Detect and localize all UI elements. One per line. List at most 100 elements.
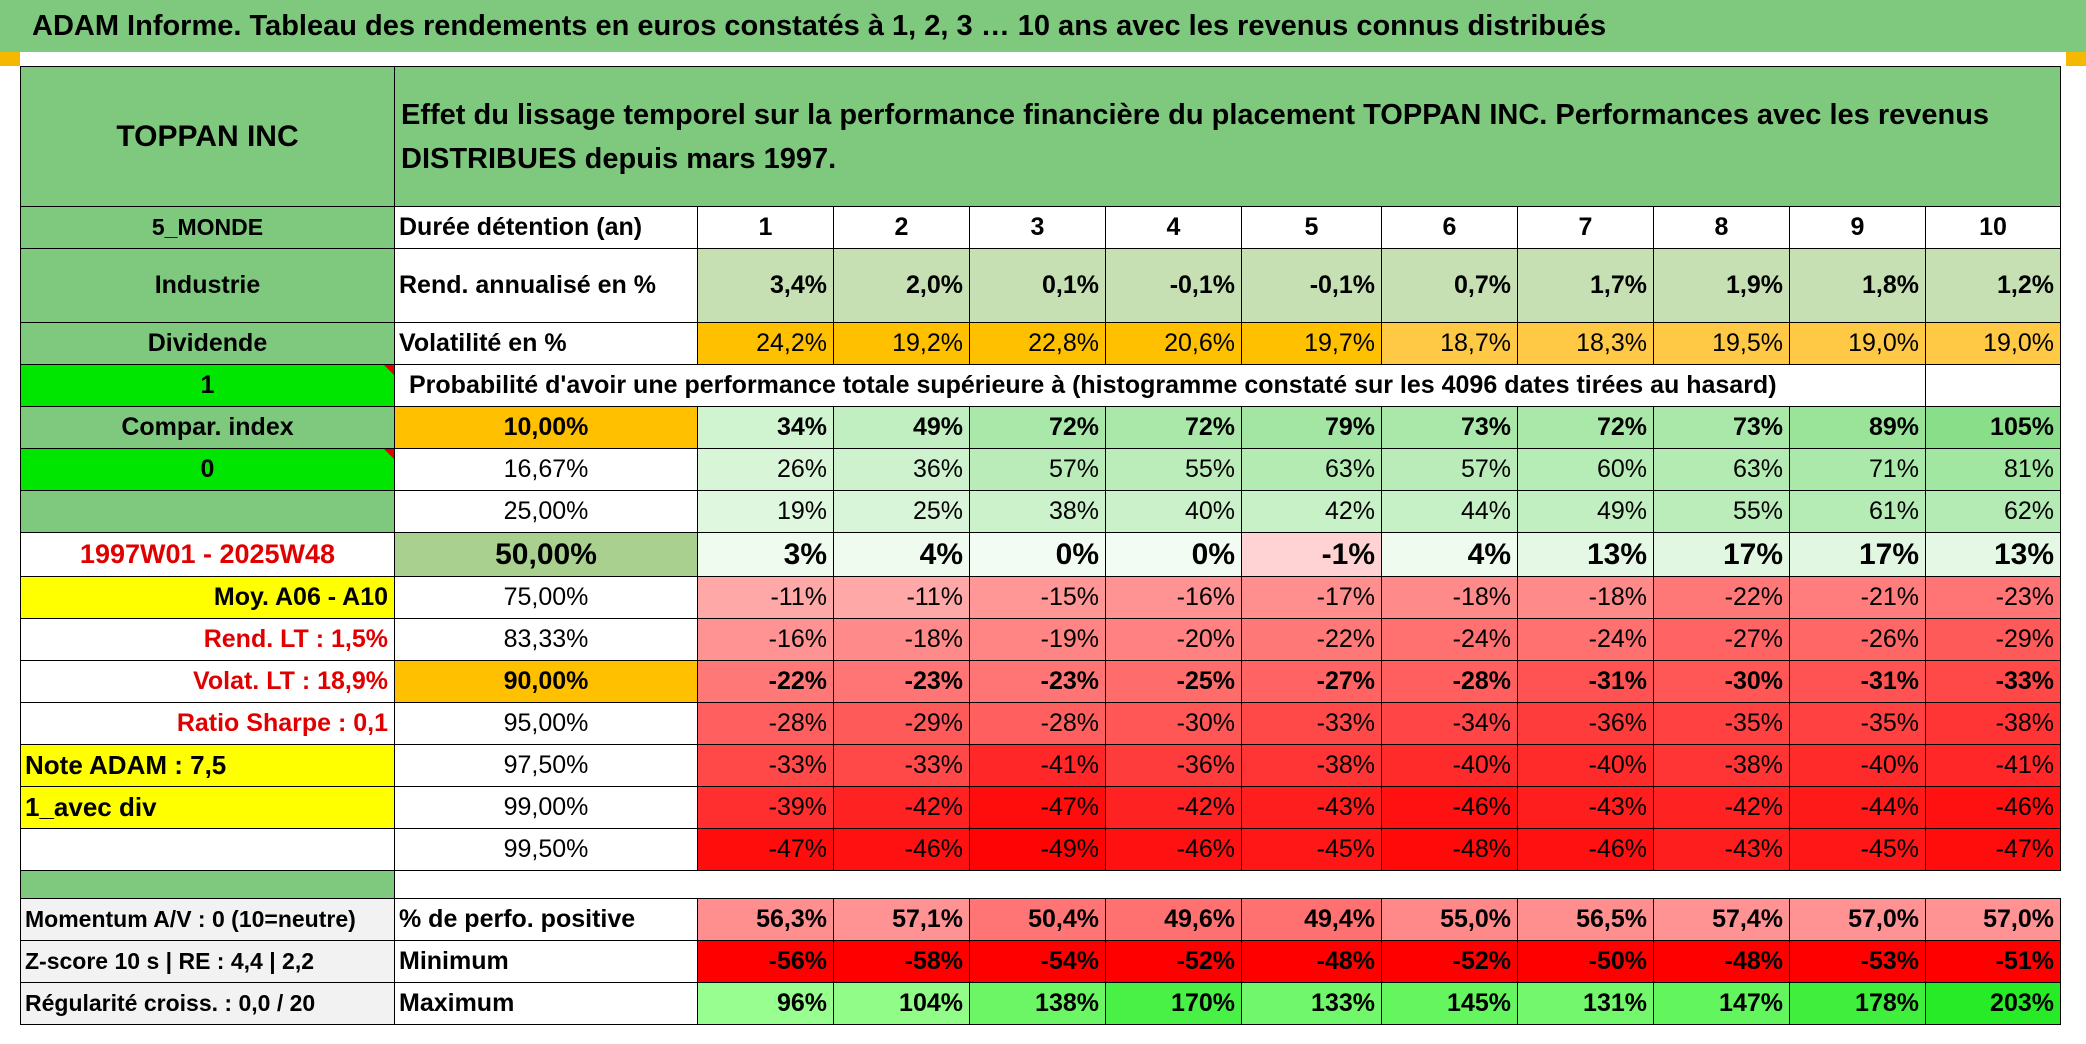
quantile-value: 40% bbox=[1105, 490, 1242, 533]
year-header: 7 bbox=[1517, 206, 1654, 249]
quantile-value: -29% bbox=[1925, 618, 2061, 661]
quantile-value: -1% bbox=[1241, 532, 1382, 577]
quantile-value: 63% bbox=[1241, 448, 1382, 491]
stats-value: 56,5% bbox=[1517, 898, 1654, 941]
quantile-value: -43% bbox=[1517, 786, 1654, 829]
quantile-value: -16% bbox=[697, 618, 834, 661]
spacer-row bbox=[20, 870, 2061, 899]
quantile-value: -46% bbox=[1925, 786, 2061, 829]
blank-cell bbox=[20, 828, 395, 871]
quantile-value: -28% bbox=[969, 702, 1106, 745]
quantile-value: -42% bbox=[1105, 786, 1242, 829]
quantile-value: 13% bbox=[1925, 532, 2061, 577]
note-label: Note ADAM : 7,5 bbox=[20, 744, 395, 787]
quantile-value: -23% bbox=[833, 660, 970, 703]
quantile-value: -35% bbox=[1789, 702, 1926, 745]
quantile-pct: 99,00% bbox=[394, 786, 698, 829]
year-header: 9 bbox=[1789, 206, 1926, 249]
quantile-value: -17% bbox=[1241, 576, 1382, 619]
quantile-row: 99,50% -47% -46% -49% -46% -45% -48% -46% -43% -4… bbox=[20, 828, 2061, 871]
rend-value: 1,9% bbox=[1653, 248, 1790, 323]
spacer-cell bbox=[394, 870, 2061, 899]
quantile-value: -44% bbox=[1789, 786, 1926, 829]
compar-label: Compar. index bbox=[20, 406, 395, 449]
stats-value: 57,1% bbox=[833, 898, 970, 941]
quantile-value: -22% bbox=[1241, 618, 1382, 661]
duree-label: Durée détention (an) bbox=[394, 206, 698, 249]
quantile-value: -24% bbox=[1517, 618, 1654, 661]
quantile-pct: 97,50% bbox=[394, 744, 698, 787]
quantile-value: -18% bbox=[833, 618, 970, 661]
quantile-value: -47% bbox=[969, 786, 1106, 829]
quantile-value: 25% bbox=[833, 490, 970, 533]
quantile-value: 13% bbox=[1517, 532, 1654, 577]
vol-value: 19,0% bbox=[1925, 322, 2061, 365]
quantile-value: 89% bbox=[1789, 406, 1926, 449]
vol-value: 19,2% bbox=[833, 322, 970, 365]
stats-value: 49,4% bbox=[1241, 898, 1382, 941]
quantile-value: -40% bbox=[1381, 744, 1518, 787]
quantile-value: -47% bbox=[697, 828, 834, 871]
company-name: TOPPAN INC bbox=[20, 66, 395, 207]
quantile-value: -47% bbox=[1925, 828, 2061, 871]
quantile-value: -45% bbox=[1789, 828, 1926, 871]
stats-value: 57,4% bbox=[1653, 898, 1790, 941]
quantile-value: 38% bbox=[969, 490, 1106, 533]
stats-label: % de perfo. positive bbox=[394, 898, 698, 941]
quantile-value: -20% bbox=[1105, 618, 1242, 661]
quantile-value: -41% bbox=[969, 744, 1106, 787]
region-label: 5_MONDE bbox=[20, 206, 395, 249]
stats-value: -52% bbox=[1381, 940, 1518, 983]
quantile-value: -27% bbox=[1241, 660, 1382, 703]
stats-value: 203% bbox=[1925, 982, 2061, 1025]
quantile-value: 3% bbox=[697, 532, 834, 577]
report-title: ADAM Informe. Tableau des rendements en … bbox=[0, 0, 2086, 52]
vol-value: 18,3% bbox=[1517, 322, 1654, 365]
stats-value: 96% bbox=[697, 982, 834, 1025]
quantile-value: -39% bbox=[697, 786, 834, 829]
quantile-value: 42% bbox=[1241, 490, 1382, 533]
quantile-value: 0% bbox=[1105, 532, 1242, 577]
year-header: 10 bbox=[1925, 206, 2061, 249]
quantile-value: 60% bbox=[1517, 448, 1654, 491]
quantile-value: -36% bbox=[1105, 744, 1242, 787]
year-header: 6 bbox=[1381, 206, 1518, 249]
stats-value: -52% bbox=[1105, 940, 1242, 983]
quantile-value: -15% bbox=[969, 576, 1106, 619]
report-description: Effet du lissage temporel sur la perform… bbox=[394, 66, 2061, 207]
quantile-value: 49% bbox=[1517, 490, 1654, 533]
flag-one: 1 bbox=[20, 364, 395, 407]
vol-value: 19,5% bbox=[1653, 322, 1790, 365]
stats-row: Z-score 10 s | RE : 4,4 | 2,2 Minimum -56%… bbox=[20, 940, 2061, 983]
quantile-row: 0 16,67% 26% 36% 57% 55% 63% 57% 60% 63% 71% 81% bbox=[20, 448, 2061, 491]
moy-label: Moy. A06 - A10 bbox=[20, 576, 395, 619]
quantile-value: -26% bbox=[1789, 618, 1926, 661]
quantile-value: -30% bbox=[1105, 702, 1242, 745]
quantile-value: -45% bbox=[1241, 828, 1382, 871]
blank-cell bbox=[1789, 364, 1926, 407]
vol-value: 18,7% bbox=[1381, 322, 1518, 365]
rend-value: 0,7% bbox=[1381, 248, 1518, 323]
rend-value: 1,7% bbox=[1517, 248, 1654, 323]
rend-value: 2,0% bbox=[833, 248, 970, 323]
quantile-value: 19% bbox=[697, 490, 834, 533]
stats-label: Minimum bbox=[394, 940, 698, 983]
quantile-value: 36% bbox=[833, 448, 970, 491]
quantile-value: -18% bbox=[1381, 576, 1518, 619]
stats-value: 170% bbox=[1105, 982, 1242, 1025]
corner-marker bbox=[0, 52, 20, 66]
quantile-value: -36% bbox=[1517, 702, 1654, 745]
corner-marker bbox=[2066, 52, 2086, 66]
stats-value: 138% bbox=[969, 982, 1106, 1025]
quantile-value: -43% bbox=[1241, 786, 1382, 829]
stats-value: 104% bbox=[833, 982, 970, 1025]
sharpe-label: Ratio Sharpe : 0,1 bbox=[20, 702, 395, 745]
stats-row: Momentum A/V : 0 (10=neutre)% de perfo. … bbox=[20, 898, 2061, 941]
quantile-value: 26% bbox=[697, 448, 834, 491]
volat-lt-label: Volat. LT : 18,9% bbox=[20, 660, 395, 703]
quantile-pct: 90,00% bbox=[394, 660, 698, 703]
quantile-value: 49% bbox=[833, 406, 970, 449]
proba-row: 1 Probabilité d'avoir une performance tot… bbox=[20, 364, 2061, 407]
quantile-value: -42% bbox=[833, 786, 970, 829]
quantile-value: -24% bbox=[1381, 618, 1518, 661]
